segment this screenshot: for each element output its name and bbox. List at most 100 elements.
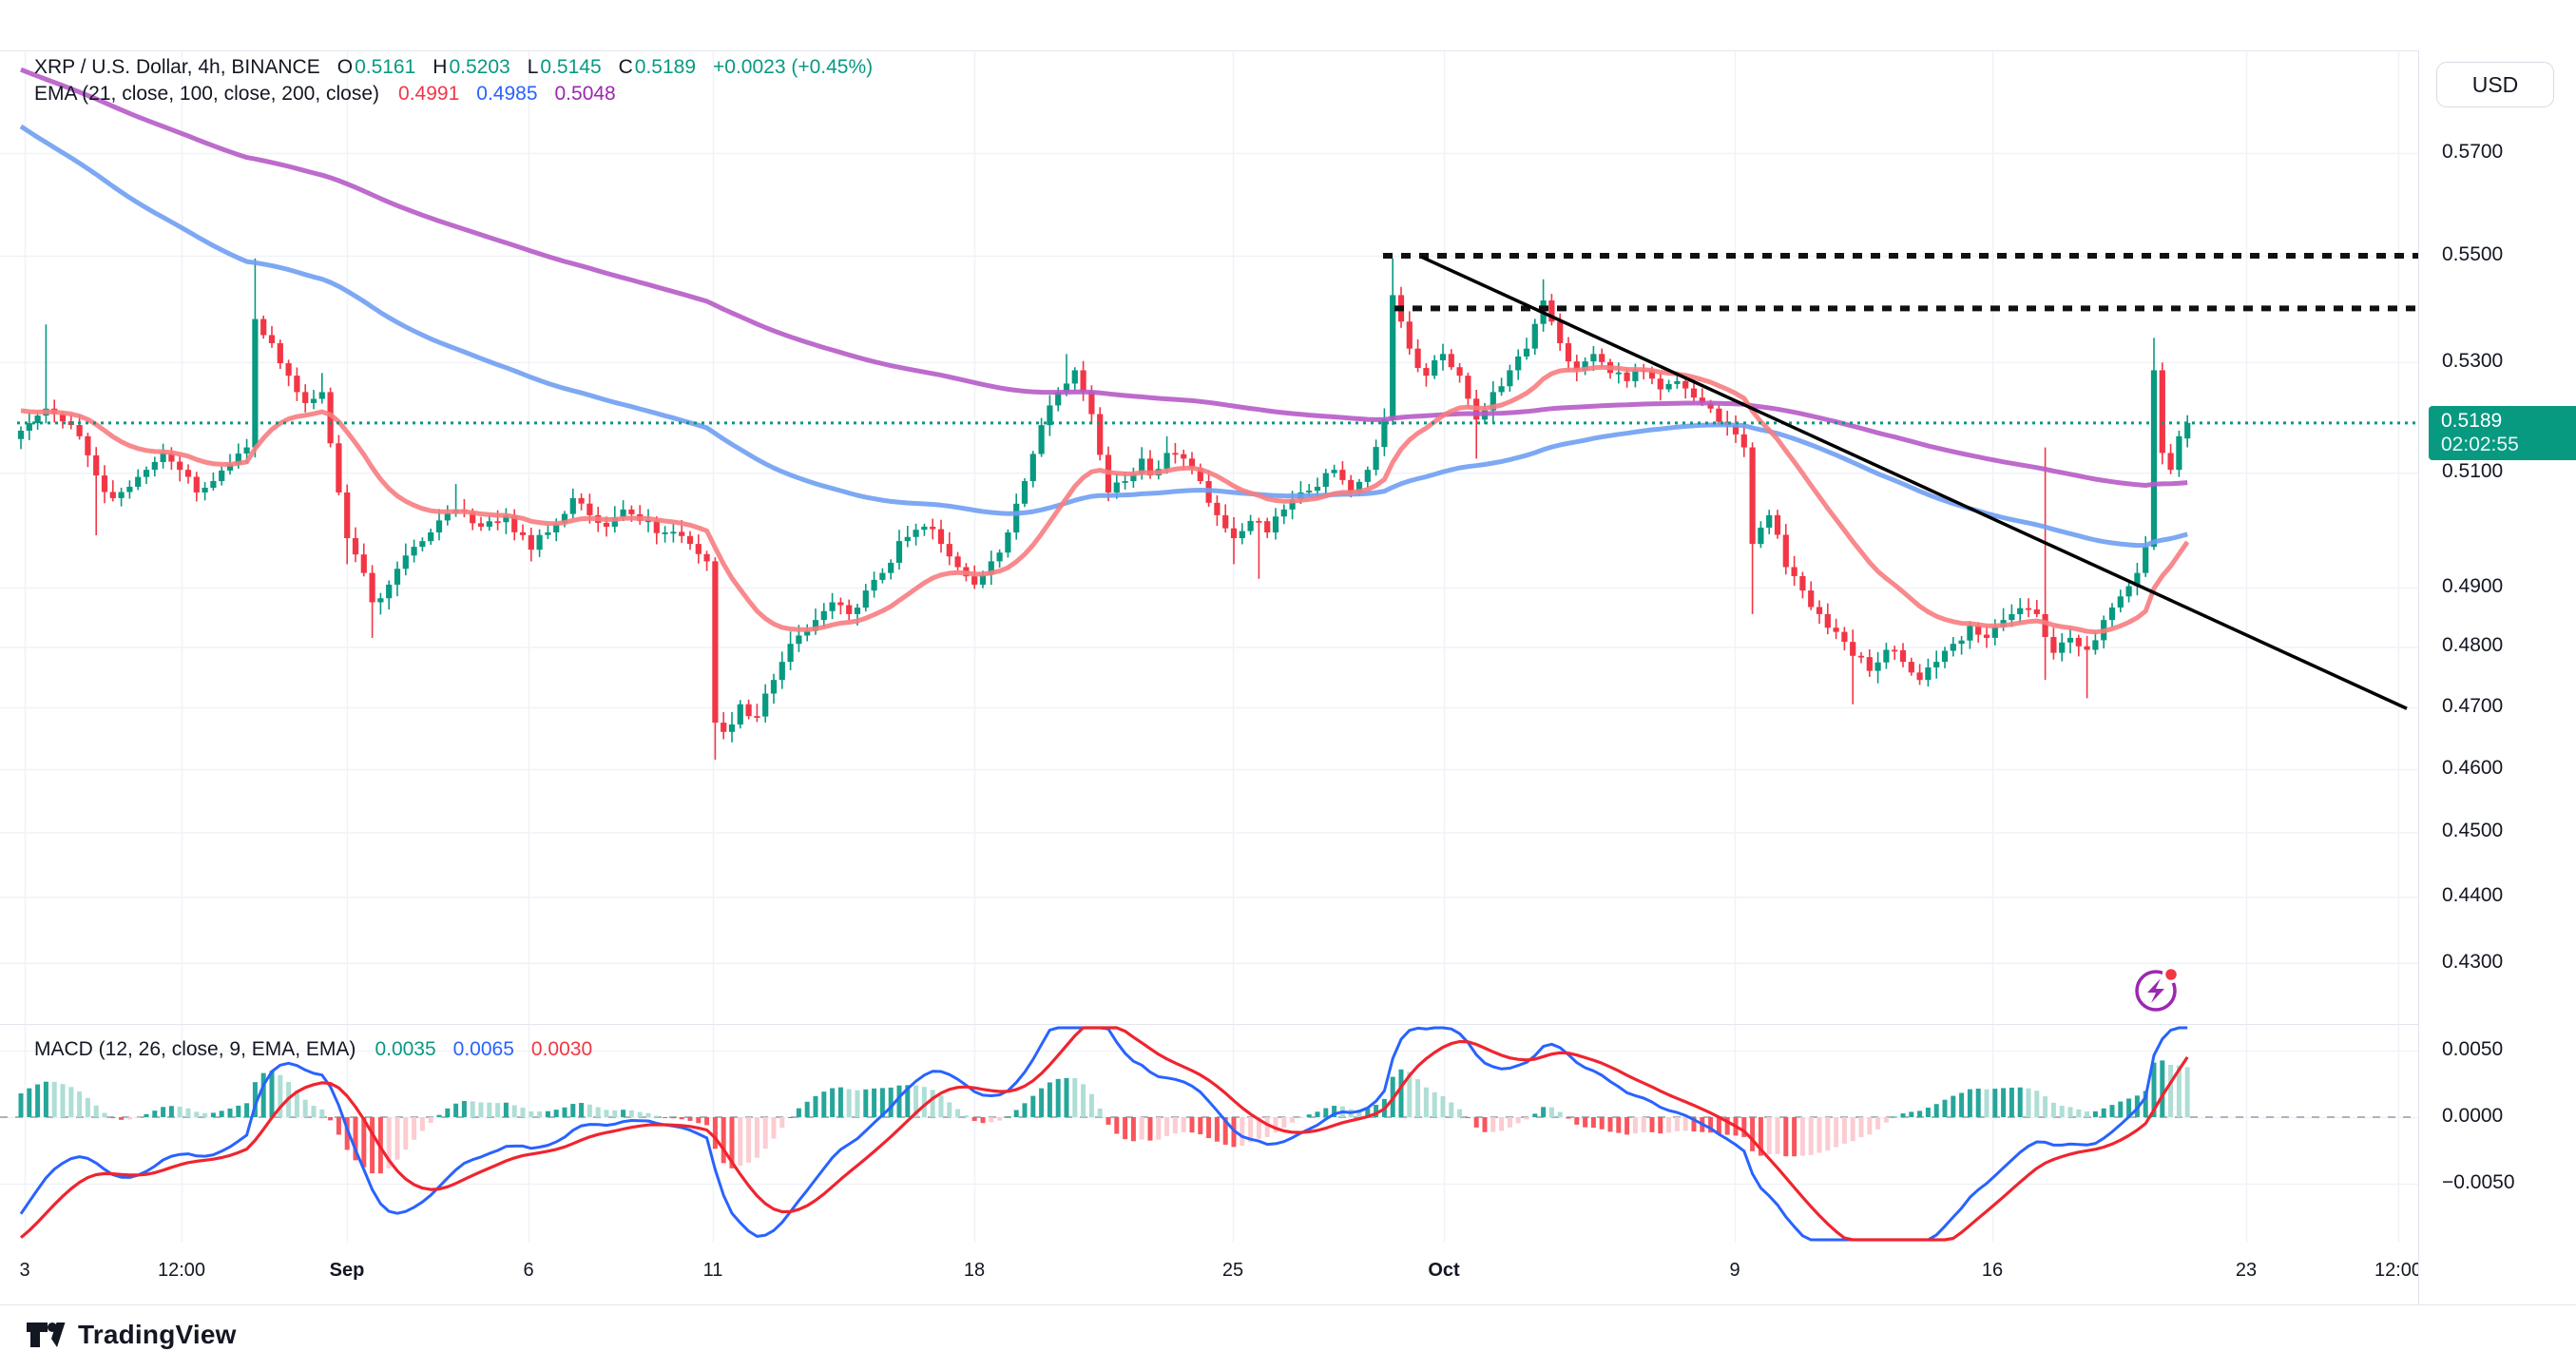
candle-up [2184, 422, 2191, 439]
macd-hist-bar [1248, 1117, 1254, 1143]
candle-up [1950, 644, 1956, 651]
macd-hist-bar [2059, 1105, 2065, 1117]
candle-down [85, 435, 91, 455]
candle-down [177, 461, 183, 471]
drawing-annotations[interactable] [1383, 252, 2418, 710]
candle-up [310, 398, 317, 403]
candle-up [1381, 419, 1388, 448]
macd-hist-bar [18, 1092, 24, 1117]
price-axis[interactable]: USD 0.5189 02:02:55 0.5700 0.5500 0.5300 0.… [2418, 50, 2576, 1304]
macd-hist-bar [2176, 1065, 2182, 1117]
candle-up [988, 561, 994, 575]
candle-down [1264, 521, 1271, 532]
candle-down [586, 503, 593, 515]
macd-hist-bar [194, 1111, 200, 1117]
open-value: 0.5161 [355, 56, 416, 78]
macd-hist-bar [855, 1090, 860, 1117]
candle-down [930, 526, 936, 530]
candle-down [1648, 370, 1656, 379]
macd-hist-bar [361, 1117, 367, 1168]
candle-up [1531, 323, 1538, 349]
currency-toggle-button[interactable]: USD [2436, 62, 2554, 107]
macd-hist-bar [1055, 1078, 1061, 1117]
macd-hist-bar [1423, 1087, 1429, 1117]
time-axis-label: 16 [1981, 1260, 2004, 1281]
candle-down [1256, 520, 1262, 523]
macd-hist-bar [2026, 1088, 2031, 1117]
tradingview-logo[interactable]: TradingView [25, 1318, 237, 1352]
macd-hist-bar [645, 1112, 651, 1117]
candle-up [2009, 614, 2015, 621]
time-axis[interactable]: 3 12:00 Sep 6 11 18 25 Oct 9 16 23 12:00 [0, 1243, 2418, 1304]
macd-hist-bar [2168, 1064, 2174, 1117]
candle-up [118, 492, 125, 498]
candle-up [1883, 649, 1890, 663]
macd-hist-bar [2067, 1107, 2073, 1117]
candle-up [1991, 627, 1998, 638]
candle-down [2050, 636, 2057, 653]
candle-up [1239, 531, 1245, 539]
macd-hist-bar [445, 1108, 451, 1117]
macd-hist-bar [85, 1097, 90, 1117]
candle-up [620, 509, 626, 518]
notification-dot [2162, 965, 2181, 984]
macd-hist-bar [1691, 1117, 1697, 1132]
candle-up [762, 693, 769, 717]
macd-hist-bar [2034, 1091, 2040, 1117]
macd-hist-bar [1432, 1091, 1437, 1117]
candle-up [1247, 520, 1254, 531]
candle-down [837, 602, 844, 606]
macd-hist-bar [687, 1117, 693, 1121]
macd-hist-bar [1214, 1117, 1220, 1142]
candle-up [1055, 392, 1062, 406]
candle-up [2067, 637, 2074, 643]
macd-hist-bar [1181, 1117, 1186, 1132]
macd-hist-bar [612, 1110, 618, 1117]
candle-down [1774, 514, 1781, 535]
candle-up [2092, 640, 2099, 650]
candle-up [1038, 425, 1045, 454]
candle-up [921, 526, 928, 531]
ema-label: EMA (21, close, 100, close, 200, close) [34, 83, 380, 105]
macd-hist-bar [837, 1087, 843, 1117]
macd-hist-bar [1030, 1095, 1036, 1117]
macd-hist-bar [1783, 1117, 1789, 1157]
candle-up [486, 521, 492, 527]
macd-hist-bar [804, 1101, 810, 1117]
time-axis-label: 25 [1221, 1260, 1244, 1281]
macd-hist-bar [1490, 1117, 1496, 1132]
pane-separator-main-macd[interactable] [0, 1024, 2576, 1025]
timeaxis-bottom-border [0, 1304, 2576, 1305]
macd-hist-bar [1959, 1092, 1965, 1117]
tradingview-logo-icon [27, 1323, 66, 1347]
candle-down [703, 553, 710, 562]
candle-up [545, 531, 551, 535]
candle-down [277, 342, 283, 364]
macd-hist-bar [1206, 1117, 1212, 1139]
candle-up [1331, 470, 1337, 473]
candle-down [1456, 367, 1463, 377]
macd-hist-bar [1356, 1110, 1362, 1117]
macd-hist-bar [495, 1103, 501, 1117]
candle-down [1599, 354, 1605, 362]
candle-down [754, 716, 760, 718]
candle-down [745, 704, 752, 717]
open-label: O [336, 56, 354, 78]
candle-up [318, 392, 325, 399]
price-axis-label: 0.4500 [2442, 820, 2504, 842]
macd-hist-bar [110, 1117, 116, 1118]
macd-hist-bar [1465, 1117, 1471, 1118]
macd-hist-bar [1925, 1107, 1931, 1117]
candle-up [252, 319, 259, 448]
descending-trendline [1420, 255, 2408, 710]
macd-hist-bar [955, 1109, 961, 1117]
macd-hist-bar [1992, 1089, 1998, 1117]
candle-down [1716, 408, 1722, 422]
lightning-events-icon[interactable] [2135, 965, 2181, 1012]
macd-hist-bar [503, 1102, 509, 1117]
candle-up [1515, 356, 1522, 371]
macd-hist-bar [1147, 1117, 1153, 1141]
macd-hist-value: 0.0035 [375, 1038, 436, 1060]
macd-hist-bar [1415, 1079, 1421, 1117]
